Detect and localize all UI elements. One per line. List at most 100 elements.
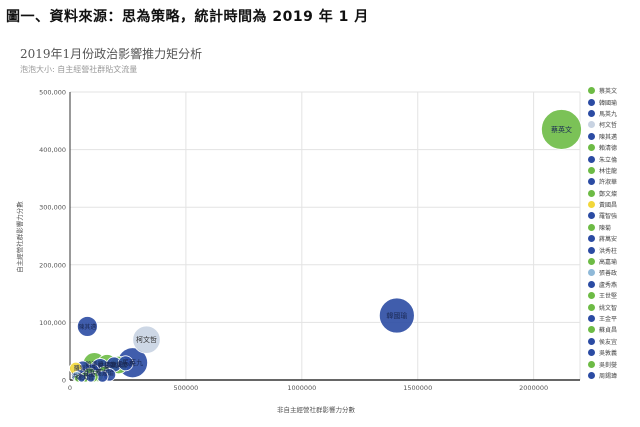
legend-label: 馬英九 xyxy=(599,110,618,118)
legend-item[interactable]: 吳敦義 xyxy=(588,347,636,358)
legend-item[interactable]: 蘇貞昌 xyxy=(588,324,636,335)
y-tick-label: 0 xyxy=(62,377,66,385)
bubble-label: 陳菊 xyxy=(84,371,96,379)
legend-label: 許淑華 xyxy=(599,179,618,187)
legend-swatch xyxy=(588,132,595,140)
bubble-label: 高嘉瑜 xyxy=(96,370,114,378)
legend-item[interactable]: 蔡英文 xyxy=(588,85,636,96)
legend-swatch xyxy=(588,326,595,334)
legend-item[interactable]: 羅智強 xyxy=(588,210,636,221)
legend-item[interactable]: 朱立倫 xyxy=(588,153,636,164)
legend-swatch xyxy=(588,337,595,345)
legend: 蔡英文韓國瑜馬英九 柯文哲陳其邁賴清德 朱立倫林佳龍許淑華 鄭文燦黃國昌羅智強陳菊蔣萬… xyxy=(588,85,636,381)
legend-item[interactable]: 陳菊 xyxy=(588,222,636,233)
legend-item[interactable]: 王世堅 xyxy=(588,290,636,301)
legend-item[interactable]: 高嘉瑜 xyxy=(588,256,636,267)
legend-swatch xyxy=(588,87,595,95)
legend-label: 侯友宜 xyxy=(599,338,618,346)
bubble-label: 賴清德 xyxy=(85,360,103,368)
bubble-label: 洪秀柱 xyxy=(71,372,89,380)
legend-swatch xyxy=(588,166,595,174)
legend-swatch xyxy=(588,258,595,266)
bubble-label: 盧秀燕 xyxy=(117,360,135,368)
bubble-point xyxy=(117,355,134,372)
bubble-label: 林佳龍 xyxy=(98,361,116,369)
bubble-point xyxy=(541,109,582,150)
legend-label: 陳其邁 xyxy=(599,133,618,141)
bubble-label: 姚文智 xyxy=(76,374,94,382)
page-heading: 圖一、資料來源：思為策略，統計時間為 2019 年 1 月 xyxy=(6,9,369,25)
legend-swatch xyxy=(588,144,595,152)
legend-label: 陳菊 xyxy=(599,224,612,232)
legend-label: 姚文智 xyxy=(599,304,618,312)
legend-item[interactable]: 陳其邁 xyxy=(588,131,636,142)
legend-label: 黃國昌 xyxy=(599,202,618,210)
legend-item[interactable]: 姚文智 xyxy=(588,301,636,312)
legend-swatch xyxy=(588,98,595,106)
legend-item[interactable]: 柯文哲 xyxy=(588,119,636,130)
x-axis-title: 非自主經營社群影響力分數 xyxy=(277,405,356,414)
legend-swatch xyxy=(588,246,595,254)
legend-item[interactable]: 鄭文燦 xyxy=(588,188,636,199)
legend-label: 吳敦義 xyxy=(599,350,618,358)
x-tick-label: 2000000 xyxy=(519,384,548,392)
bubble-label: 韓國瑜 xyxy=(386,311,407,320)
bubble-label: 鄭文燦 xyxy=(110,362,128,370)
bubbles xyxy=(69,109,582,383)
legend-label: 王金平 xyxy=(599,316,618,323)
legend-item[interactable]: 盧秀燕 xyxy=(588,279,636,290)
legend-item[interactable]: 周錫瑋 xyxy=(588,370,636,381)
legend-item[interactable]: 黃國昌 xyxy=(588,199,636,210)
legend-item[interactable]: 韓國瑜 xyxy=(588,96,636,107)
legend-label: 洪秀柱 xyxy=(599,247,618,255)
y-tick-label: 200,000 xyxy=(39,261,66,269)
legend-label: 韓國瑜 xyxy=(599,99,618,107)
legend-swatch xyxy=(588,269,595,277)
legend-swatch xyxy=(588,235,595,243)
axes: 0 100,000 200,000 300,000 400,000 500,000 0 500… xyxy=(39,89,580,392)
bubble-label: 馬英九 xyxy=(122,358,143,367)
legend-swatch xyxy=(588,315,595,322)
legend-label: 林佳龍 xyxy=(599,167,618,175)
legend-item[interactable]: 侯友宜 xyxy=(588,336,636,347)
legend-swatch xyxy=(588,109,595,117)
bubble-label: 蔡英文 xyxy=(551,125,572,134)
legend-item[interactable]: 洪秀柱 xyxy=(588,244,636,255)
legend-item[interactable]: 林佳龍 xyxy=(588,165,636,176)
legend-item[interactable]: 賴清德 xyxy=(588,142,636,153)
bubble-label: 陳其邁 xyxy=(78,323,96,331)
bubble-point xyxy=(132,325,161,354)
legend-item[interactable]: 馬英九 xyxy=(588,108,636,119)
bubble-label: 朱立倫 xyxy=(91,364,109,372)
y-tick-label: 100,000 xyxy=(39,319,66,327)
x-tick-label: 500000 xyxy=(173,384,198,392)
legend-item[interactable]: 張善政 xyxy=(588,267,636,278)
y-tick-label: 400,000 xyxy=(39,146,66,154)
legend-item[interactable]: 吳釗燮 xyxy=(588,358,636,369)
legend-label: 蔣萬安 xyxy=(599,236,618,244)
x-tick-label: 1000000 xyxy=(287,384,316,392)
bubble-point xyxy=(86,372,96,383)
bubble-label: 柯文哲 xyxy=(136,335,157,344)
legend-label: 高嘉瑜 xyxy=(599,259,618,267)
legend-label: 吳釗燮 xyxy=(599,361,618,369)
legend-item[interactable]: 蔣萬安 xyxy=(588,233,636,244)
legend-item[interactable]: 許淑華 xyxy=(588,176,636,187)
bubble-point xyxy=(76,316,98,337)
legend-swatch xyxy=(588,201,595,209)
legend-label: 羅智強 xyxy=(599,213,618,221)
x-tick-label: 1500000 xyxy=(403,384,432,392)
legend-swatch xyxy=(588,178,595,186)
legend-swatch xyxy=(588,303,595,311)
legend-swatch xyxy=(588,212,595,220)
bubble-label: 羅智強 xyxy=(74,364,92,372)
chart-title: 2019年1月份政治影響推力矩分析 xyxy=(20,47,203,61)
x-tick-label: 0 xyxy=(68,384,72,392)
bubble-label: 許淑華 xyxy=(83,368,101,376)
legend-swatch xyxy=(588,349,595,357)
legend-label: 賴清德 xyxy=(599,145,618,153)
legend-swatch xyxy=(588,360,595,368)
legend-item[interactable]: 王金平 xyxy=(588,313,636,324)
y-tick-label: 300,000 xyxy=(39,204,66,212)
